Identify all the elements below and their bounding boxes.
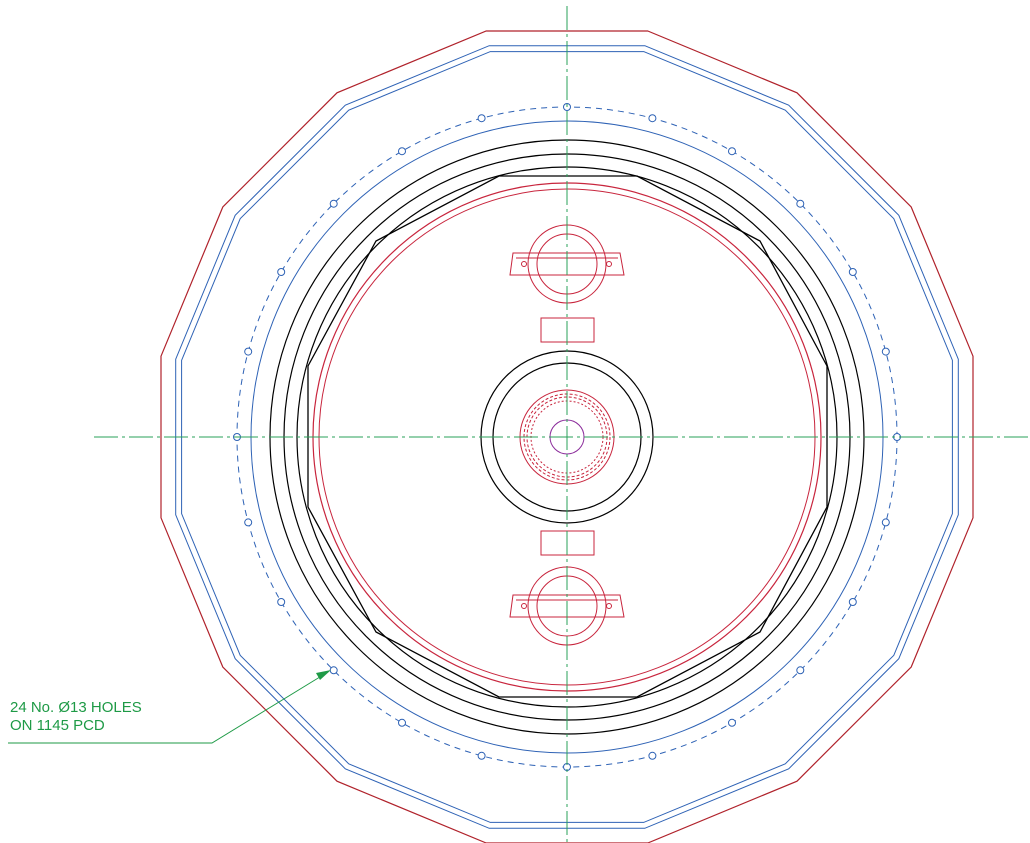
blue-polygon-outline-outer (175, 45, 959, 829)
upper-fitting-pin-right (606, 261, 612, 267)
bolt-holes-group (233, 103, 901, 771)
bolt-hole (796, 199, 805, 208)
annotation-leader-line (8, 671, 329, 744)
hole-note-line-2: ON 1145 PCD (10, 717, 105, 734)
bolt-hole (477, 751, 486, 760)
bolt-hole (728, 147, 736, 156)
bolt-hole (244, 518, 253, 527)
bolt-hole (329, 666, 338, 675)
bolt-hole (728, 718, 736, 727)
upper-fitting-bar (509, 252, 625, 276)
bolt-hole (648, 114, 657, 123)
bolt-hole (398, 147, 406, 156)
bolt-hole (848, 268, 857, 276)
hole-note-line-1: 24 No. Ø13 HOLES (10, 699, 142, 716)
bolt-hole (848, 598, 857, 606)
bolt-hole (881, 518, 890, 527)
lower-fitting-bar (509, 594, 625, 618)
blue-polygon-outline-inner (181, 51, 953, 823)
leader-arrowhead (316, 670, 331, 680)
lower-fitting-pin-left (521, 603, 527, 609)
bolt-hole (477, 114, 486, 123)
bolt-hole (398, 718, 406, 727)
body-octagon (307, 175, 828, 698)
bolt-hole (648, 751, 657, 760)
bolt-hole (329, 199, 338, 208)
outer-polygon-housing (160, 30, 974, 843)
bolt-hole (277, 268, 286, 276)
bolt-hole (563, 103, 571, 111)
bolt-hole (277, 598, 286, 606)
bolt-hole (881, 347, 890, 356)
bolt-hole (796, 666, 805, 675)
bolt-hole (244, 347, 253, 356)
upper-fitting-pin-left (521, 261, 527, 267)
lower-fitting-pin-right (606, 603, 612, 609)
